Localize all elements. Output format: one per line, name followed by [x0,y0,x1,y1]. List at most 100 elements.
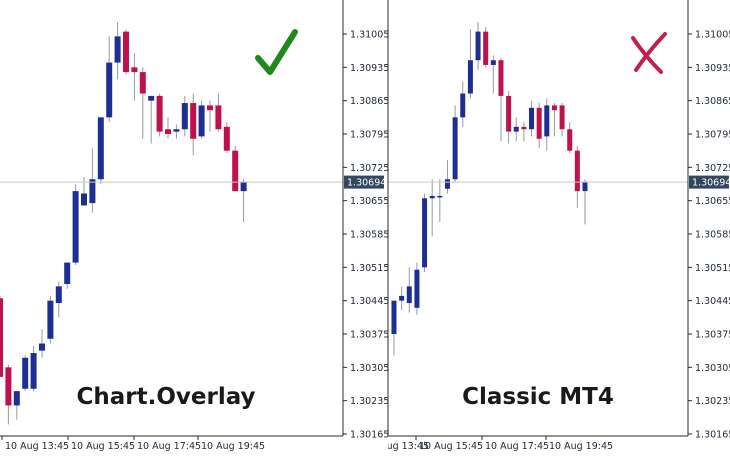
bull-candle-body [64,262,71,284]
candle [181,95,188,137]
candle [198,100,205,139]
x-tick-label: 10 Aug 19:45 [549,441,613,452]
bull-candle-body [173,129,180,132]
y-tick-label: 1.30935 [350,63,389,74]
bull-candle-body [422,198,428,268]
candle [582,179,588,225]
bear-candle-body [131,67,138,73]
chart-overlay-panel: 1.31005 1.30935 1.30865 1.30795 1.30725 1.306… [0,0,389,452]
candle [483,26,489,68]
y-tick-label: 1.30585 [350,230,389,241]
y-tick-label: 1.30515 [350,263,389,274]
bull-candle-body [30,353,37,389]
candle [139,67,146,139]
candle [490,55,496,94]
bull-candle-body [148,95,155,101]
bear-candle-body [483,31,489,65]
bull-candle-body [460,93,466,118]
y-tick-label: 1.30375 [350,330,389,341]
bull-candle-body [391,300,397,334]
y-tick-label: 1.30305 [350,363,389,374]
bull-candle-body [544,105,550,137]
y-tick-label: 1.30165 [350,430,389,441]
candle [475,22,481,70]
candle [72,184,79,265]
candle [506,91,512,144]
candle [544,98,550,151]
candle [422,193,428,273]
bull-candle-body [240,181,247,192]
chart-title: Chart.Overlay [76,384,255,410]
bull-candle-body [444,179,450,189]
bull-candle-body [89,179,96,204]
bull-candle-body [22,357,29,389]
bear-candle-body [165,129,171,134]
bull-candle-body [582,181,588,192]
bear-candle-body [536,107,542,139]
y-tick-label: 1.30375 [695,330,730,341]
candle [114,22,121,80]
candle [64,262,71,289]
y-tick-label: 1.30585 [695,230,730,241]
candle [207,100,213,132]
bull-candle-body [513,126,519,132]
candle [521,122,527,142]
candle [215,93,222,132]
bull-candle-body [72,191,79,263]
candle [498,57,504,142]
bull-candle-body [414,269,420,308]
current-price-badge: 1.30694 [689,175,730,189]
current-price-label: 1.30694 [692,178,730,189]
candle [467,29,473,99]
y-tick-label: 1.30515 [695,263,730,274]
candle [148,95,155,144]
y-tick-label: 1.30655 [695,196,730,207]
x-tick-label: 10 Aug 19:45 [201,441,265,452]
y-tick-label: 1.30235 [350,396,389,407]
candle [460,81,466,127]
candle [156,93,163,137]
current-price-label: 1.30694 [347,178,386,189]
candle [551,103,557,137]
chart-title: Classic MT4 [462,384,614,410]
bear-candle-body [207,105,213,111]
bull-candle-body [106,62,113,118]
y-tick-label: 1.30165 [695,430,730,441]
x-tick-label: 10 Aug 15:45 [71,441,135,452]
candle [240,179,247,223]
candle [47,295,54,344]
y-tick-label: 1.30305 [695,363,730,374]
bull-candle-body [47,300,54,339]
x-tick-label: 10 Aug 17:45 [485,441,549,452]
bull-candle-body [114,36,121,63]
bear-candle-body [498,60,504,96]
y-tick-label: 1.30865 [350,96,389,107]
candles-right [391,22,588,356]
bull-candle-body [55,286,62,304]
y-tick-label: 1.30935 [695,63,730,74]
bull-candle-body [181,103,188,130]
bear-candle-body [190,103,197,139]
candle [223,122,230,154]
bear-candle-body [506,95,512,132]
y-tick-label: 1.30445 [695,296,730,307]
candle [391,300,397,356]
candle [30,345,37,392]
candle [81,176,87,206]
x-tick-label: 10 Aug 17:45 [137,441,201,452]
current-price-bg [344,175,384,189]
check-icon [255,29,298,75]
candle [414,262,420,315]
candle [0,295,3,377]
current-price-badge: 1.30694 [344,175,386,189]
y-tick-label: 1.30725 [695,163,730,174]
candle [39,329,45,358]
x-tick-label: 10 Aug 13:45 [365,441,429,452]
y-tick-label: 1.31005 [695,30,730,41]
candle [559,103,565,137]
candle [89,148,96,213]
bull-candle-body [429,195,435,199]
current-price-bg [689,175,729,189]
bear-candle-body [5,367,12,406]
